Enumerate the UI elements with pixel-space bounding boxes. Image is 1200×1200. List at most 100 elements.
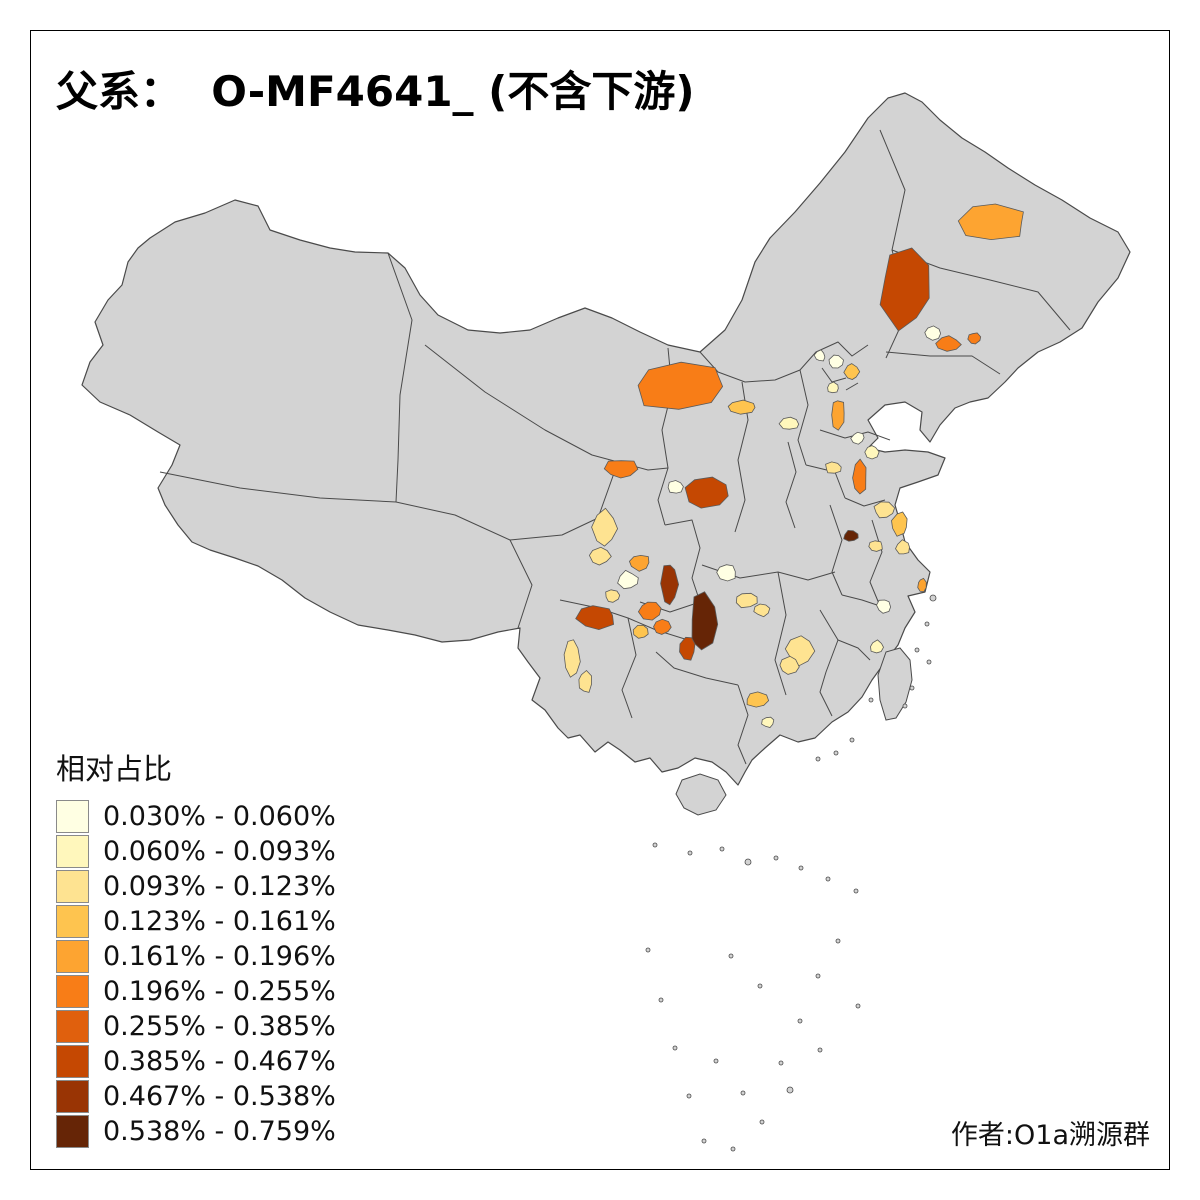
province-border-line (829, 504, 843, 596)
province-border-line (841, 594, 881, 607)
map-region (924, 325, 942, 341)
province-border-line (821, 367, 847, 383)
legend-items: 0.030% - 0.060% 0.060% - 0.093% 0.093% - 0… (56, 800, 336, 1148)
map-region (746, 691, 770, 708)
islet (853, 888, 859, 894)
legend-range-label: 0.093% - 0.123% (103, 871, 336, 902)
legend-swatch (56, 975, 89, 1008)
legend-item: 0.385% - 0.467% (56, 1045, 336, 1078)
province-border-line (621, 617, 637, 719)
islet (849, 737, 855, 743)
province-border-line (844, 497, 886, 507)
islet (815, 973, 821, 979)
map-region (578, 669, 593, 693)
province-border-line (159, 471, 397, 503)
legend-swatch (56, 835, 89, 868)
province-border-line (774, 571, 787, 696)
map-region (879, 247, 930, 332)
map-region (873, 501, 896, 519)
map-region (891, 511, 908, 537)
islet (909, 685, 915, 691)
islet (740, 1090, 746, 1096)
map-region (617, 569, 639, 590)
province-border-line (655, 651, 739, 686)
map-region (813, 349, 826, 362)
map-region (868, 540, 883, 552)
province-border-line (424, 344, 619, 463)
legend-swatch (56, 1080, 89, 1113)
map-region (967, 332, 982, 345)
legend-range-label: 0.255% - 0.385% (103, 1011, 336, 1042)
map-region (935, 335, 962, 352)
legend-range-label: 0.385% - 0.467% (103, 1046, 336, 1077)
map-region (831, 400, 845, 431)
islet (902, 703, 908, 709)
map-region (637, 601, 662, 621)
islet (645, 947, 651, 953)
islet (868, 697, 874, 703)
map-region (828, 354, 844, 369)
map-region (716, 564, 736, 582)
map-region (691, 591, 719, 651)
islet (713, 1058, 719, 1064)
map-region (653, 618, 672, 635)
province-border-line (387, 252, 413, 503)
legend-item: 0.030% - 0.060% (56, 800, 336, 833)
islet (728, 953, 734, 959)
map-region (779, 655, 800, 675)
islet (744, 858, 752, 866)
map-region (588, 546, 612, 566)
province-border-line (837, 639, 871, 661)
legend-range-label: 0.196% - 0.255% (103, 976, 336, 1007)
legend-item: 0.196% - 0.255% (56, 975, 336, 1008)
legend-swatch (56, 1045, 89, 1078)
map-region (667, 480, 684, 494)
province-border-line (797, 369, 809, 466)
province-border-line (664, 519, 701, 603)
plot-border (30, 30, 1170, 1170)
islet (833, 750, 839, 756)
islet (719, 846, 725, 852)
province-border-line (845, 382, 859, 391)
legend-swatch (56, 1010, 89, 1043)
map-region (660, 564, 680, 606)
map-region (957, 203, 1024, 241)
map-region (684, 476, 729, 509)
islet (797, 1018, 803, 1024)
map-region (825, 461, 842, 474)
islet (914, 647, 920, 653)
map-region (735, 592, 758, 609)
legend-swatch (56, 870, 89, 903)
legend-swatch (56, 905, 89, 938)
colored-regions (563, 203, 1024, 728)
map-region (637, 361, 724, 410)
legend-item: 0.123% - 0.161% (56, 905, 336, 938)
legend-item: 0.255% - 0.385% (56, 1010, 336, 1043)
legend-swatch (56, 940, 89, 973)
province-border-line (785, 441, 797, 529)
legend-range-label: 0.030% - 0.060% (103, 801, 336, 832)
map-region (917, 577, 927, 593)
legend-swatch (56, 800, 89, 833)
map-region (628, 554, 650, 572)
islet (926, 659, 932, 665)
legend-range-label: 0.060% - 0.093% (103, 836, 336, 867)
map-region (850, 431, 865, 445)
map-region (895, 539, 910, 555)
islet (686, 1093, 692, 1099)
legend-range-label: 0.161% - 0.196% (103, 941, 336, 972)
province-border-line (819, 609, 839, 717)
legend: 相对占比 0.030% - 0.060% 0.060% - 0.093% 0.093… (56, 746, 336, 1150)
legend-item: 0.467% - 0.538% (56, 1080, 336, 1113)
legend-swatch (56, 1115, 89, 1148)
legend-item: 0.161% - 0.196% (56, 940, 336, 973)
province-border-line (885, 351, 1001, 375)
map-region (605, 589, 621, 603)
islet (817, 1047, 823, 1053)
map-region (591, 507, 619, 547)
map-region (870, 639, 884, 654)
islet (672, 1045, 678, 1051)
map-region (679, 636, 696, 661)
